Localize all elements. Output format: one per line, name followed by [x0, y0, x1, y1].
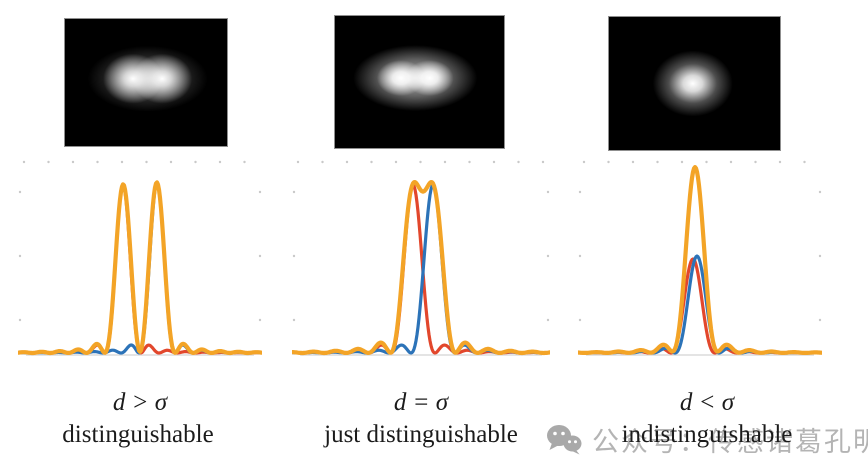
intensity-profile-plot-1 [18, 160, 262, 356]
condition-label-2: d = σ [393, 389, 449, 416]
caption-distinguishable: distinguishable [62, 421, 214, 448]
combined-intensity-curve [18, 180, 262, 356]
wechat-icon [547, 425, 582, 455]
combined-intensity-curve [292, 180, 550, 356]
grid-dots [18, 160, 262, 322]
condition-label-1: d > σ [112, 389, 168, 416]
point-source-2-curve [578, 254, 822, 355]
caption-indistinguishable: indistinguishable [621, 421, 793, 448]
psf-image-merged-spot [608, 16, 781, 151]
combined-intensity-curve [578, 165, 822, 355]
watermark-text: 公众号：传感诸葛孔明 [592, 427, 868, 458]
psf-image-touching-spots [334, 15, 505, 149]
condition-label-3: d < σ [679, 389, 735, 416]
point-source-2-curve [292, 183, 550, 355]
grid-dots [292, 160, 550, 322]
point-source-2-curve [18, 181, 262, 355]
intensity-profile-plot-2 [292, 160, 550, 356]
point-source-1-curve [578, 257, 822, 355]
psf-image-separated-spots [64, 18, 228, 147]
intensity-profile-plot-3 [578, 160, 822, 356]
grid-dots [578, 160, 822, 322]
point-source-1-curve [18, 183, 262, 355]
point-source-1-curve [292, 183, 550, 355]
watermark: 公众号：传感诸葛孔明 [546, 420, 868, 459]
caption-just-distinguishable: just distinguishable [324, 421, 518, 448]
